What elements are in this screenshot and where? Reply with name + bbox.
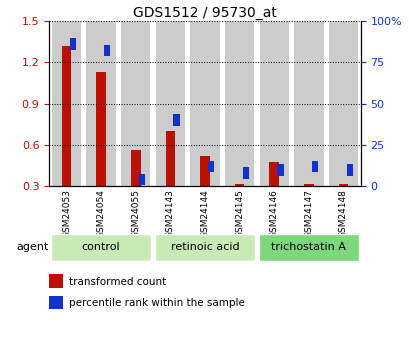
- Text: percentile rank within the sample: percentile rank within the sample: [69, 298, 245, 308]
- Bar: [200, 156, 209, 228]
- Text: trichostatin A: trichostatin A: [271, 242, 346, 252]
- Title: GDS1512 / 95730_at: GDS1512 / 95730_at: [133, 6, 276, 20]
- Bar: [49, 275, 63, 288]
- Bar: [86, 21, 116, 186]
- Text: retinoic acid: retinoic acid: [170, 242, 239, 252]
- Bar: [139, 174, 145, 186]
- Bar: [173, 114, 179, 126]
- Bar: [328, 21, 357, 186]
- Bar: [96, 72, 106, 228]
- FancyBboxPatch shape: [155, 234, 254, 261]
- Bar: [293, 21, 323, 186]
- Bar: [155, 21, 184, 186]
- Bar: [225, 21, 254, 186]
- Text: transformed count: transformed count: [69, 277, 166, 287]
- Bar: [52, 21, 81, 186]
- FancyBboxPatch shape: [258, 234, 358, 261]
- Bar: [61, 46, 71, 228]
- Bar: [70, 38, 76, 50]
- Bar: [190, 21, 219, 186]
- Bar: [104, 45, 110, 56]
- Bar: [303, 184, 313, 228]
- Bar: [311, 161, 317, 172]
- Bar: [269, 162, 279, 228]
- Bar: [242, 167, 248, 179]
- Bar: [338, 184, 348, 228]
- Bar: [121, 21, 150, 186]
- Bar: [346, 164, 352, 176]
- Bar: [49, 296, 63, 309]
- Bar: [165, 131, 175, 228]
- Bar: [130, 150, 140, 228]
- Bar: [234, 184, 244, 228]
- Bar: [259, 21, 288, 186]
- Text: agent: agent: [17, 242, 49, 252]
- Bar: [208, 161, 214, 172]
- FancyBboxPatch shape: [51, 234, 151, 261]
- Bar: [276, 164, 283, 176]
- Text: control: control: [82, 242, 120, 252]
